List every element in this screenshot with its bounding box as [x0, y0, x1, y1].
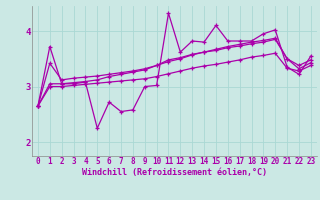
- X-axis label: Windchill (Refroidissement éolien,°C): Windchill (Refroidissement éolien,°C): [82, 168, 267, 177]
